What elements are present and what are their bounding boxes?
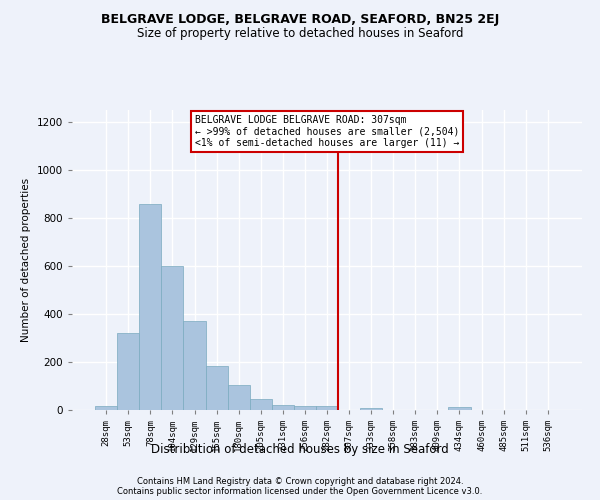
Bar <box>294 406 316 410</box>
Bar <box>448 407 470 410</box>
Bar <box>206 366 227 410</box>
Text: Size of property relative to detached houses in Seaford: Size of property relative to detached ho… <box>137 28 463 40</box>
Bar <box>360 408 382 410</box>
Bar <box>95 406 117 410</box>
Bar <box>117 333 139 410</box>
Y-axis label: Number of detached properties: Number of detached properties <box>21 178 31 342</box>
Text: Contains HM Land Registry data © Crown copyright and database right 2024.: Contains HM Land Registry data © Crown c… <box>137 476 463 486</box>
Text: BELGRAVE LODGE, BELGRAVE ROAD, SEAFORD, BN25 2EJ: BELGRAVE LODGE, BELGRAVE ROAD, SEAFORD, … <box>101 12 499 26</box>
Bar <box>139 204 161 410</box>
Bar <box>316 406 338 410</box>
Bar <box>272 404 294 410</box>
Text: BELGRAVE LODGE BELGRAVE ROAD: 307sqm
← >99% of detached houses are smaller (2,50: BELGRAVE LODGE BELGRAVE ROAD: 307sqm ← >… <box>194 115 459 148</box>
Bar <box>227 385 250 410</box>
Bar <box>184 321 206 410</box>
Bar <box>250 398 272 410</box>
Text: Contains public sector information licensed under the Open Government Licence v3: Contains public sector information licen… <box>118 486 482 496</box>
Bar <box>161 266 184 410</box>
Text: Distribution of detached houses by size in Seaford: Distribution of detached houses by size … <box>151 444 449 456</box>
